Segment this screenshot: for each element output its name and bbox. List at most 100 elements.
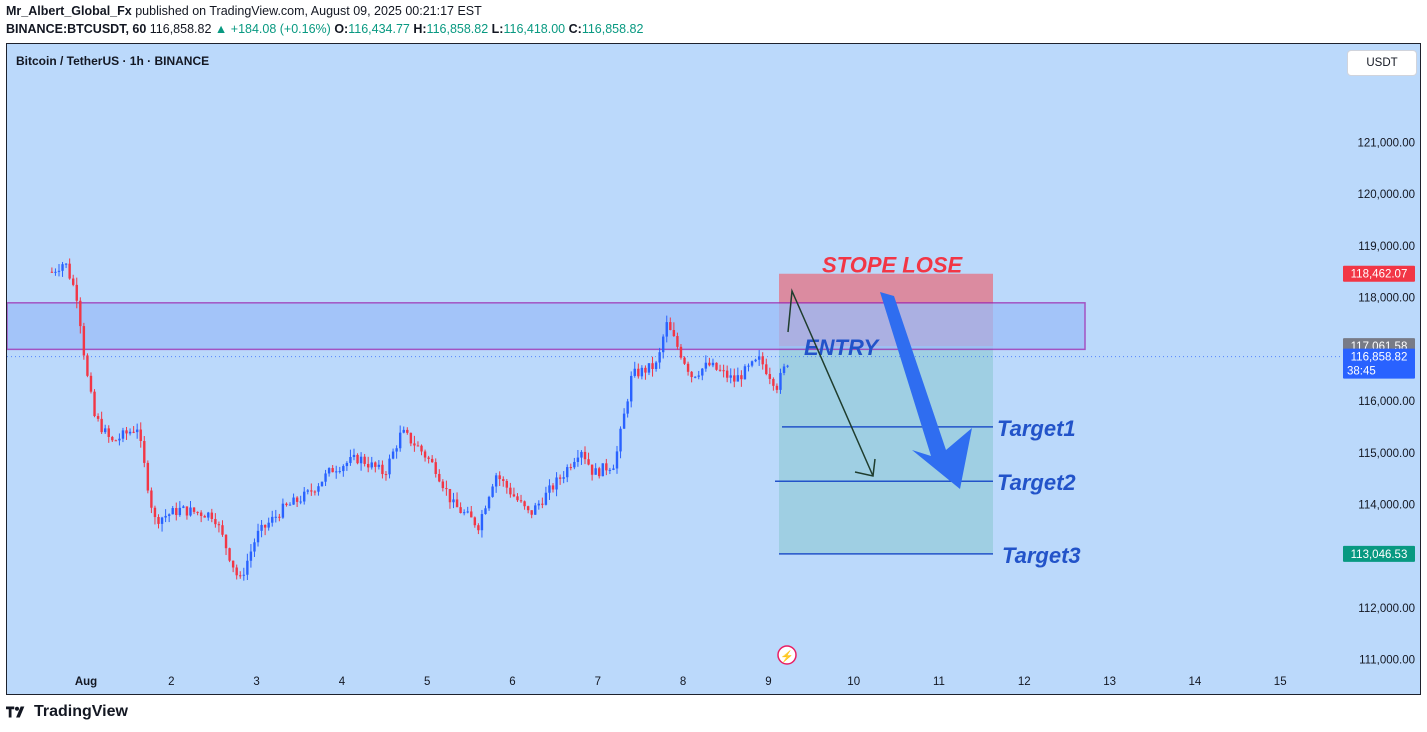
candle-body[interactable] bbox=[729, 375, 732, 378]
candle-body[interactable] bbox=[192, 507, 196, 512]
candle-body[interactable] bbox=[672, 329, 676, 337]
candle-body[interactable] bbox=[598, 468, 601, 477]
candle-body[interactable] bbox=[754, 359, 757, 362]
candle-body[interactable] bbox=[107, 428, 110, 437]
candle-body[interactable] bbox=[445, 488, 448, 490]
candle-body[interactable] bbox=[395, 448, 398, 452]
candle-body[interactable] bbox=[178, 507, 182, 516]
candle-body[interactable] bbox=[651, 363, 654, 369]
candle-body[interactable] bbox=[775, 385, 779, 390]
candle-body[interactable] bbox=[782, 366, 786, 373]
candle-body[interactable] bbox=[231, 560, 235, 568]
candle-body[interactable] bbox=[693, 376, 697, 378]
candle-body[interactable] bbox=[555, 477, 558, 490]
candle-body[interactable] bbox=[221, 525, 224, 535]
candle-body[interactable] bbox=[502, 479, 505, 482]
candle-body[interactable] bbox=[114, 440, 118, 442]
candle-body[interactable] bbox=[530, 510, 533, 515]
candle-body[interactable] bbox=[409, 432, 413, 444]
candle-body[interactable] bbox=[167, 514, 171, 516]
candle-body[interactable] bbox=[182, 506, 185, 508]
candle-body[interactable] bbox=[459, 507, 462, 513]
candle-body[interactable] bbox=[551, 485, 555, 490]
candle-body[interactable] bbox=[779, 372, 782, 390]
candle-body[interactable] bbox=[654, 362, 658, 369]
candle-body[interactable] bbox=[345, 462, 349, 467]
candle-body[interactable] bbox=[438, 473, 441, 482]
candle-body[interactable] bbox=[263, 524, 267, 528]
candle-body[interactable] bbox=[765, 364, 768, 375]
candle-body[interactable] bbox=[121, 430, 125, 439]
candle-body[interactable] bbox=[569, 467, 572, 469]
candle-body[interactable] bbox=[434, 462, 437, 474]
candle-body[interactable] bbox=[271, 516, 274, 523]
candle-body[interactable] bbox=[427, 457, 430, 459]
candle-body[interactable] bbox=[733, 375, 736, 382]
candle-body[interactable] bbox=[740, 375, 743, 380]
candle-body[interactable] bbox=[64, 263, 68, 265]
candle-body[interactable] bbox=[466, 511, 469, 513]
candle-body[interactable] bbox=[541, 503, 544, 505]
candle-body[interactable] bbox=[786, 365, 789, 367]
candle-body[interactable] bbox=[391, 451, 395, 459]
candle-body[interactable] bbox=[491, 486, 494, 497]
candle-body[interactable] bbox=[413, 443, 416, 446]
candle-body[interactable] bbox=[285, 503, 288, 506]
candle-body[interactable] bbox=[164, 515, 167, 518]
candle-body[interactable] bbox=[185, 506, 189, 516]
candle-body[interactable] bbox=[359, 456, 363, 464]
candle-body[interactable] bbox=[288, 504, 292, 506]
candle-body[interactable] bbox=[253, 542, 256, 552]
candle-body[interactable] bbox=[594, 468, 597, 475]
candle-body[interactable] bbox=[377, 464, 381, 467]
candle-body[interactable] bbox=[320, 481, 324, 487]
candle-body[interactable] bbox=[207, 512, 210, 518]
candle-body[interactable] bbox=[455, 499, 459, 508]
candle-body[interactable] bbox=[462, 512, 466, 514]
candle-body[interactable] bbox=[278, 516, 281, 518]
candle-body[interactable] bbox=[306, 490, 309, 492]
candle-body[interactable] bbox=[356, 454, 359, 464]
candle-body[interactable] bbox=[715, 362, 718, 370]
candle-body[interactable] bbox=[452, 499, 455, 503]
candle-body[interactable] bbox=[143, 440, 146, 463]
candle-body[interactable] bbox=[601, 463, 604, 477]
candle-body[interactable] bbox=[750, 361, 754, 366]
candle-body[interactable] bbox=[132, 431, 135, 433]
candle-body[interactable] bbox=[690, 371, 693, 378]
candle-body[interactable] bbox=[708, 362, 711, 366]
candle-body[interactable] bbox=[562, 477, 565, 479]
candle-body[interactable] bbox=[267, 522, 270, 528]
price-chart-svg[interactable]: Target1 Target2 Target3 STOPE LOSE ENTRY 121,… bbox=[7, 44, 1421, 695]
candle-body[interactable] bbox=[590, 464, 594, 475]
candle-body[interactable] bbox=[505, 481, 509, 488]
candle-body[interactable] bbox=[477, 525, 480, 531]
candle-body[interactable] bbox=[615, 451, 619, 469]
resistance-zone[interactable] bbox=[7, 302, 1086, 351]
candle-body[interactable] bbox=[658, 352, 661, 363]
candle-body[interactable] bbox=[310, 490, 313, 492]
candle-body[interactable] bbox=[246, 560, 249, 575]
candle-body[interactable] bbox=[160, 517, 164, 524]
candle-body[interactable] bbox=[214, 518, 217, 525]
candle-body[interactable] bbox=[573, 461, 576, 468]
candle-body[interactable] bbox=[679, 346, 683, 358]
candle-body[interactable] bbox=[292, 497, 295, 505]
candle-body[interactable] bbox=[324, 473, 327, 482]
candle-body[interactable] bbox=[224, 534, 228, 549]
candle-body[interactable] bbox=[57, 270, 61, 272]
candle-body[interactable] bbox=[441, 481, 445, 489]
candle-body[interactable] bbox=[342, 466, 345, 472]
candle-body[interactable] bbox=[274, 516, 277, 518]
candle-body[interactable] bbox=[374, 462, 377, 467]
candle-body[interactable] bbox=[111, 436, 114, 441]
candle-body[interactable] bbox=[249, 551, 253, 561]
candle-body[interactable] bbox=[608, 469, 612, 471]
candle-body[interactable] bbox=[93, 391, 96, 417]
candle-body[interactable] bbox=[352, 454, 356, 458]
candle-body[interactable] bbox=[363, 456, 366, 464]
candle-body[interactable] bbox=[61, 264, 64, 271]
candle-body[interactable] bbox=[473, 517, 477, 526]
candle-body[interactable] bbox=[118, 438, 121, 441]
candle-body[interactable] bbox=[576, 457, 580, 462]
